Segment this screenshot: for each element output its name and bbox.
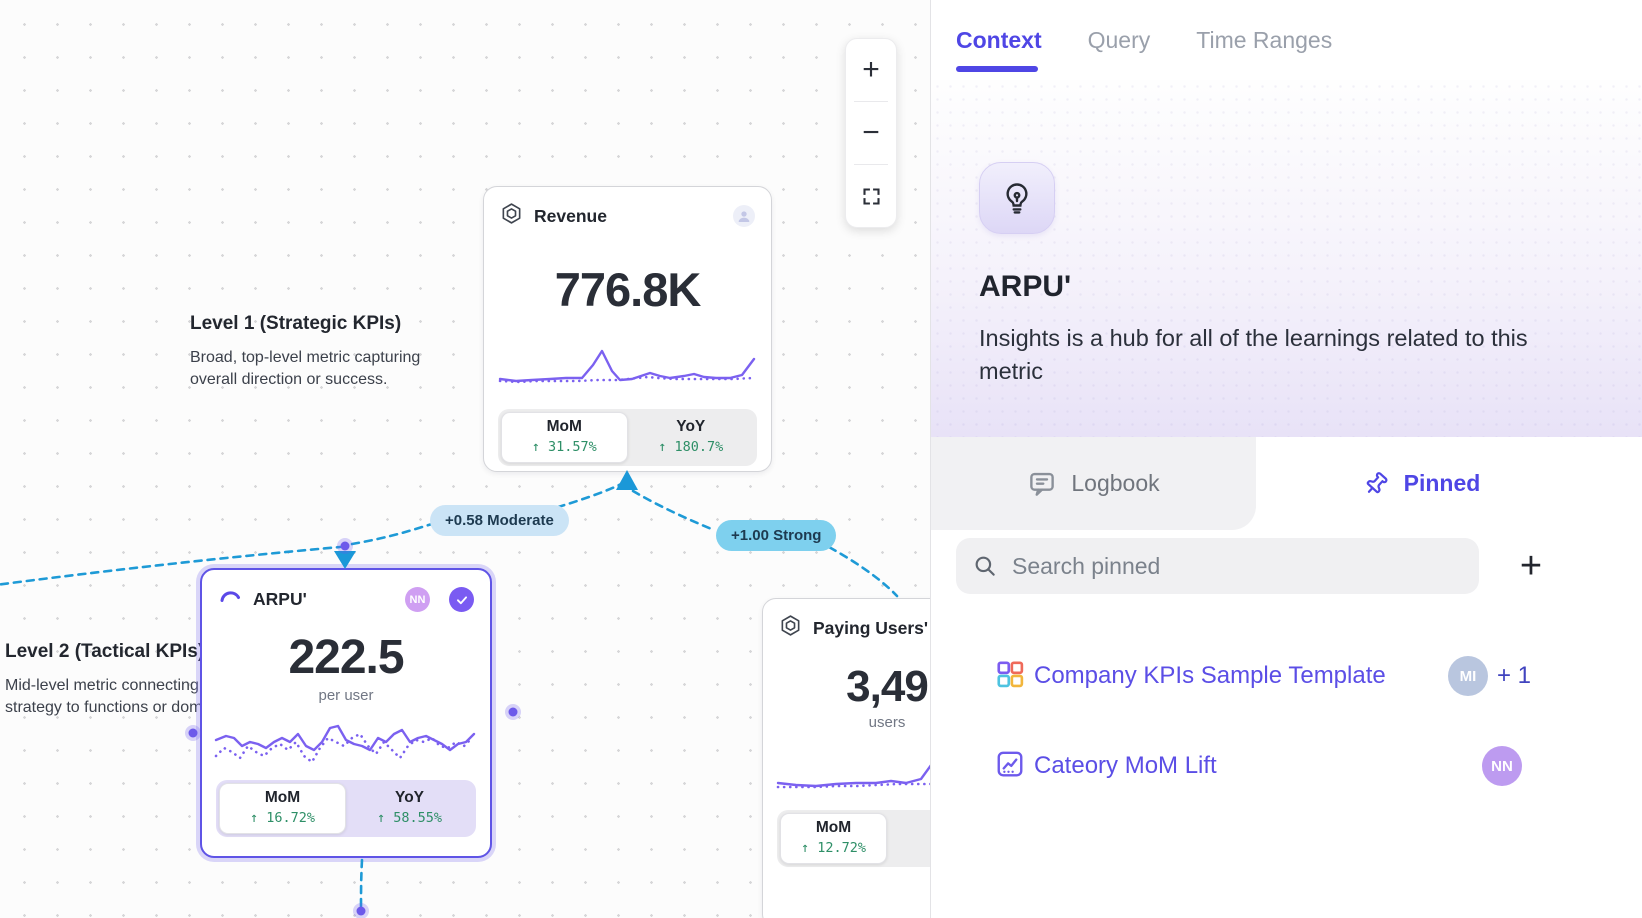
toggle-yoy[interactable] xyxy=(887,813,930,864)
level2-title: Level 2 (Tactical KPIs) xyxy=(5,641,205,662)
metric-card-paying-users[interactable]: Paying Users' 3,49 users MoM ↑ 12.72% xyxy=(762,598,930,918)
template-grid-icon xyxy=(995,659,1025,694)
context-side-panel: Context Query Time Ranges ARPU' Insights… xyxy=(930,0,1642,918)
search-icon xyxy=(975,556,995,576)
metric-tree-canvas[interactable]: Level 1 (Strategic KPIs) Broad, top-leve… xyxy=(0,0,930,918)
metric-unit: users xyxy=(868,714,906,731)
revenue-sparkline xyxy=(498,349,755,384)
level2-desc-line1: Mid-level metric connecting xyxy=(5,677,199,694)
search-pinned-input[interactable] xyxy=(1012,552,1463,580)
comment-icon xyxy=(1030,472,1055,496)
period-toggle: MoM ↑ 12.72% xyxy=(777,810,930,867)
verified-check-icon xyxy=(449,587,474,612)
metric-unit: per user xyxy=(318,687,374,704)
paying-users-sparkline xyxy=(776,764,930,789)
metric-hero-section: ARPU' Insights is a hub for all of the l… xyxy=(931,80,1642,437)
period-toggle: MoM ↑ 16.72% YoY ↑ 58.55% xyxy=(216,780,476,837)
hexagon-metric-icon xyxy=(779,614,802,642)
subtab-pinned-label: Pinned xyxy=(1403,470,1481,496)
search-box[interactable] xyxy=(956,538,1479,594)
tab-context[interactable]: Context xyxy=(956,26,1042,53)
arrowhead-into-revenue xyxy=(616,470,638,490)
metric-name-heading: ARPU' xyxy=(979,270,1072,303)
subtab-pinned[interactable]: Pinned xyxy=(1256,437,1586,530)
metric-value: 3,49 xyxy=(846,662,929,711)
level1-desc-line1: Broad, top-level metric capturing xyxy=(190,349,421,366)
toggle-mom[interactable]: MoM ↑ 12.72% xyxy=(780,813,887,864)
canvas-zoom-controls: + − xyxy=(845,38,897,228)
card-title: ARPU' xyxy=(253,589,307,609)
level1-title: Level 1 (Strategic KPIs) xyxy=(190,313,402,334)
level2-annotation: Level 2 (Tactical KPIs) Mid-level metric… xyxy=(5,641,211,719)
lightbulb-icon xyxy=(1006,183,1028,214)
pinned-item-label: Company KPIs Sample Template xyxy=(1034,662,1386,689)
active-tab-underline xyxy=(956,66,1038,72)
toggle-yoy[interactable]: YoY ↑ 58.55% xyxy=(376,789,443,826)
card-title: Revenue xyxy=(534,205,607,226)
hexagon-metric-icon xyxy=(500,202,523,230)
tab-time-ranges[interactable]: Time Ranges xyxy=(1196,26,1333,53)
subtab-logbook-label: Logbook xyxy=(1071,470,1160,496)
more-collaborators-count: + 1 xyxy=(1497,662,1532,689)
metric-value: 222.5 xyxy=(288,631,404,684)
level1-annotation: Level 1 (Strategic KPIs) Broad, top-leve… xyxy=(190,313,420,391)
chart-icon xyxy=(995,749,1025,784)
pinned-item-cateory-mom-lift[interactable]: Cateory MoM Lift NN xyxy=(931,738,1642,794)
pinned-search-row: + xyxy=(931,538,1642,594)
level2-desc-line2: strategy to functions or doma xyxy=(5,699,212,717)
zoom-in-button[interactable]: + xyxy=(862,53,880,86)
toggle-mom[interactable]: MoM ↑ 31.57% xyxy=(501,412,628,463)
toggle-yoy[interactable]: YoY ↑ 180.7% xyxy=(658,418,724,455)
edge-label-strong: +1.00 Strong xyxy=(716,520,837,551)
metric-value: 776.8K xyxy=(554,263,702,316)
owner-avatar-icon xyxy=(733,205,755,227)
collaborator-avatar: NN xyxy=(405,587,430,612)
pinned-item-company-kpis[interactable]: Company KPIs Sample Template MI + 1 xyxy=(931,648,1642,704)
period-toggle: MoM ↑ 31.57% YoY ↑ 180.7% xyxy=(498,409,757,466)
add-pinned-button[interactable]: + xyxy=(1519,544,1543,587)
pinned-item-label: Cateory MoM Lift xyxy=(1034,752,1217,779)
arpu-sparkline xyxy=(214,724,476,764)
arrowhead-into-arpu xyxy=(334,551,356,569)
card-title: Paying Users' xyxy=(813,617,929,638)
fullscreen-icon xyxy=(862,187,880,205)
panel-tab-bar: Context Query Time Ranges xyxy=(931,0,1642,80)
arc-metric-icon xyxy=(218,585,242,614)
metric-description: Insights is a hub for all of the learnin… xyxy=(979,325,1528,385)
fit-view-button[interactable] xyxy=(846,165,896,227)
tab-query[interactable]: Query xyxy=(1087,26,1151,53)
level1-desc-line2: overall direction or success. xyxy=(190,371,388,389)
panel-subtabs: Logbook Pinned xyxy=(931,437,1642,530)
pushpin-icon xyxy=(1366,471,1388,493)
insight-tile xyxy=(979,162,1055,234)
avatar-nn: NN xyxy=(1482,746,1522,786)
zoom-out-button[interactable]: − xyxy=(862,116,880,149)
avatar-mi: MI xyxy=(1448,656,1488,696)
toggle-mom[interactable]: MoM ↑ 16.72% xyxy=(219,783,346,834)
metric-card-arpu[interactable]: ARPU' NN 222.5 per user MoM ↑ 16.72% xyxy=(200,568,492,858)
metric-card-revenue[interactable]: Revenue 776.8K MoM ↑ 31.57% YoY ↑ 180 xyxy=(483,186,772,472)
subtab-logbook[interactable]: Logbook xyxy=(931,437,1256,530)
edge-label-moderate: +0.58 Moderate xyxy=(430,505,569,536)
